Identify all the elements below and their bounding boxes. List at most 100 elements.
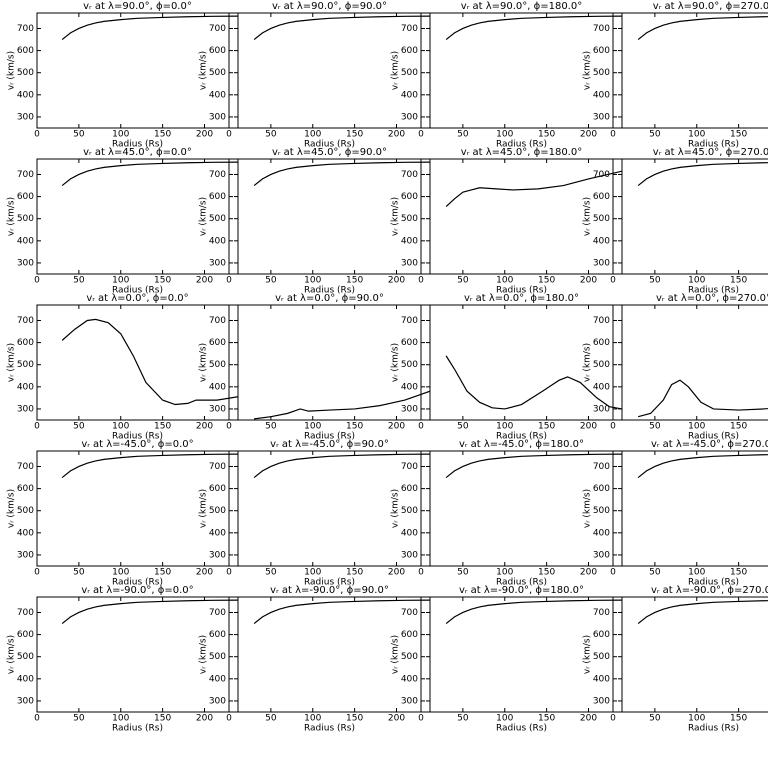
panel-title: vᵣ at λ=90.0°, ϕ=0.0° <box>83 1 192 12</box>
y-axis-label: vᵣ (km/s) <box>583 51 593 90</box>
x-tick-label: 100 <box>304 714 321 724</box>
y-tick-label: 600 <box>209 630 226 640</box>
y-tick-label: 500 <box>593 214 610 224</box>
x-tick-label: 50 <box>649 568 661 578</box>
y-tick-label: 500 <box>209 214 226 224</box>
panel-title: vᵣ at λ=-90.0°, ϕ=0.0° <box>81 585 193 596</box>
panel-title: vᵣ at λ=0.0°, ϕ=270.0° <box>656 293 768 304</box>
x-tick-label: 150 <box>346 568 363 578</box>
x-axis-label: Radius (Rs) <box>688 578 739 588</box>
plot-frame <box>612 304 768 421</box>
y-axis-label: vᵣ (km/s) <box>199 343 209 382</box>
y-tick-label: 400 <box>401 236 418 246</box>
x-tick-label: 50 <box>457 714 469 724</box>
x-axis-label: Radius (Rs) <box>688 432 739 442</box>
y-tick-label: 300 <box>593 696 610 706</box>
panel-title: vᵣ at λ=-45.0°, ϕ=90.0° <box>270 439 389 450</box>
y-tick-label: 400 <box>401 528 418 538</box>
x-tick-label: 50 <box>649 422 661 432</box>
panel-title: vᵣ at λ=45.0°, ϕ=0.0° <box>83 147 192 158</box>
y-axis-label: vᵣ (km/s) <box>7 635 17 674</box>
x-tick-label: 50 <box>649 130 661 140</box>
y-tick-label: 300 <box>401 112 418 122</box>
x-axis-label: Radius (Rs) <box>112 578 163 588</box>
y-tick-label: 500 <box>17 506 34 516</box>
x-tick-label: 100 <box>112 130 129 140</box>
x-tick-label: 150 <box>154 714 171 724</box>
x-tick-label: 100 <box>688 714 705 724</box>
x-tick-label: 200 <box>196 568 213 578</box>
x-tick-label: 150 <box>154 276 171 286</box>
y-tick-label: 600 <box>401 484 418 494</box>
y-tick-label: 400 <box>593 382 610 392</box>
y-tick-label: 300 <box>209 258 226 268</box>
panel: vᵣ at λ=-90.0°, ϕ=180.0° 0 50 100 150 200 300 4… <box>391 585 623 734</box>
y-tick-label: 700 <box>593 462 610 472</box>
y-tick-label: 500 <box>209 652 226 662</box>
x-axis-label: Radius (Rs) <box>496 140 547 150</box>
data-line <box>253 15 430 41</box>
x-tick-label: 100 <box>496 568 513 578</box>
x-axis-label: Radius (Rs) <box>112 140 163 150</box>
x-tick-label: 200 <box>580 568 597 578</box>
y-tick-label: 500 <box>17 360 34 370</box>
x-tick-label: 100 <box>304 276 321 286</box>
panel-title: vᵣ at λ=90.0°, ϕ=270.0° <box>653 1 768 12</box>
y-tick-label: 700 <box>209 24 226 34</box>
y-tick-label: 600 <box>17 46 34 56</box>
x-tick-label: 0 <box>610 422 616 432</box>
x-tick-label: 100 <box>112 276 129 286</box>
y-tick-label: 700 <box>17 24 34 34</box>
panel-title: vᵣ at λ=-90.0°, ϕ=270.0° <box>651 585 768 596</box>
x-axis-label: Radius (Rs) <box>112 724 163 734</box>
x-tick-label: 50 <box>73 276 85 286</box>
x-axis-label: Radius (Rs) <box>304 432 355 442</box>
y-tick-label: 500 <box>401 506 418 516</box>
plot-frame <box>228 450 431 567</box>
panel-title: vᵣ at λ=45.0°, ϕ=90.0° <box>272 147 387 158</box>
x-tick-label: 0 <box>418 276 424 286</box>
panel: vᵣ at λ=45.0°, ϕ=270.0° 0 50 100 150 200 300 40… <box>583 147 768 296</box>
y-tick-label: 400 <box>401 382 418 392</box>
y-tick-label: 300 <box>593 550 610 560</box>
y-tick-label: 500 <box>593 68 610 78</box>
x-tick-label: 0 <box>610 130 616 140</box>
y-tick-label: 500 <box>593 506 610 516</box>
y-tick-label: 400 <box>17 528 34 538</box>
panel: vᵣ at λ=0.0°, ϕ=180.0° 0 50 100 150 200 300 400… <box>391 293 623 442</box>
y-tick-label: 300 <box>593 404 610 414</box>
panel: vᵣ at λ=0.0°, ϕ=90.0° 0 50 100 150 200 300 400 5… <box>199 293 431 442</box>
x-tick-label: 150 <box>538 130 555 140</box>
y-tick-label: 400 <box>593 90 610 100</box>
x-axis-label: Radius (Rs) <box>112 286 163 296</box>
y-tick-label: 300 <box>209 112 226 122</box>
x-tick-label: 0 <box>34 714 40 724</box>
panel: vᵣ at λ=45.0°, ϕ=180.0° 0 50 100 150 200 300 40… <box>391 147 623 296</box>
y-axis-label: vᵣ (km/s) <box>199 635 209 674</box>
y-tick-label: 600 <box>593 630 610 640</box>
plot-frame <box>228 596 431 713</box>
data-line <box>445 170 622 207</box>
x-tick-label: 50 <box>265 276 277 286</box>
x-tick-label: 200 <box>388 568 405 578</box>
y-tick-label: 700 <box>17 462 34 472</box>
y-tick-label: 400 <box>209 90 226 100</box>
x-axis-label: Radius (Rs) <box>688 724 739 734</box>
plot-frame <box>612 12 768 129</box>
plot-frame <box>420 596 623 713</box>
x-tick-label: 0 <box>226 568 232 578</box>
x-tick-label: 200 <box>196 130 213 140</box>
x-tick-label: 150 <box>730 130 747 140</box>
panel: vᵣ at λ=-90.0°, ϕ=90.0° 0 50 100 150 200 300 40… <box>199 585 431 734</box>
panel: vᵣ at λ=45.0°, ϕ=0.0° 0 50 100 150 200 300 400 5… <box>7 147 239 296</box>
x-tick-label: 50 <box>265 714 277 724</box>
y-axis-label: vᵣ (km/s) <box>7 51 17 90</box>
plot-frame <box>228 158 431 275</box>
x-tick-label: 150 <box>730 276 747 286</box>
y-tick-label: 700 <box>401 170 418 180</box>
panel: vᵣ at λ=-45.0°, ϕ=180.0° 0 50 100 150 200 300 4… <box>391 439 623 588</box>
x-tick-label: 200 <box>580 422 597 432</box>
y-tick-label: 600 <box>17 192 34 202</box>
plot-frame <box>420 450 623 567</box>
plot-frame <box>420 12 623 129</box>
